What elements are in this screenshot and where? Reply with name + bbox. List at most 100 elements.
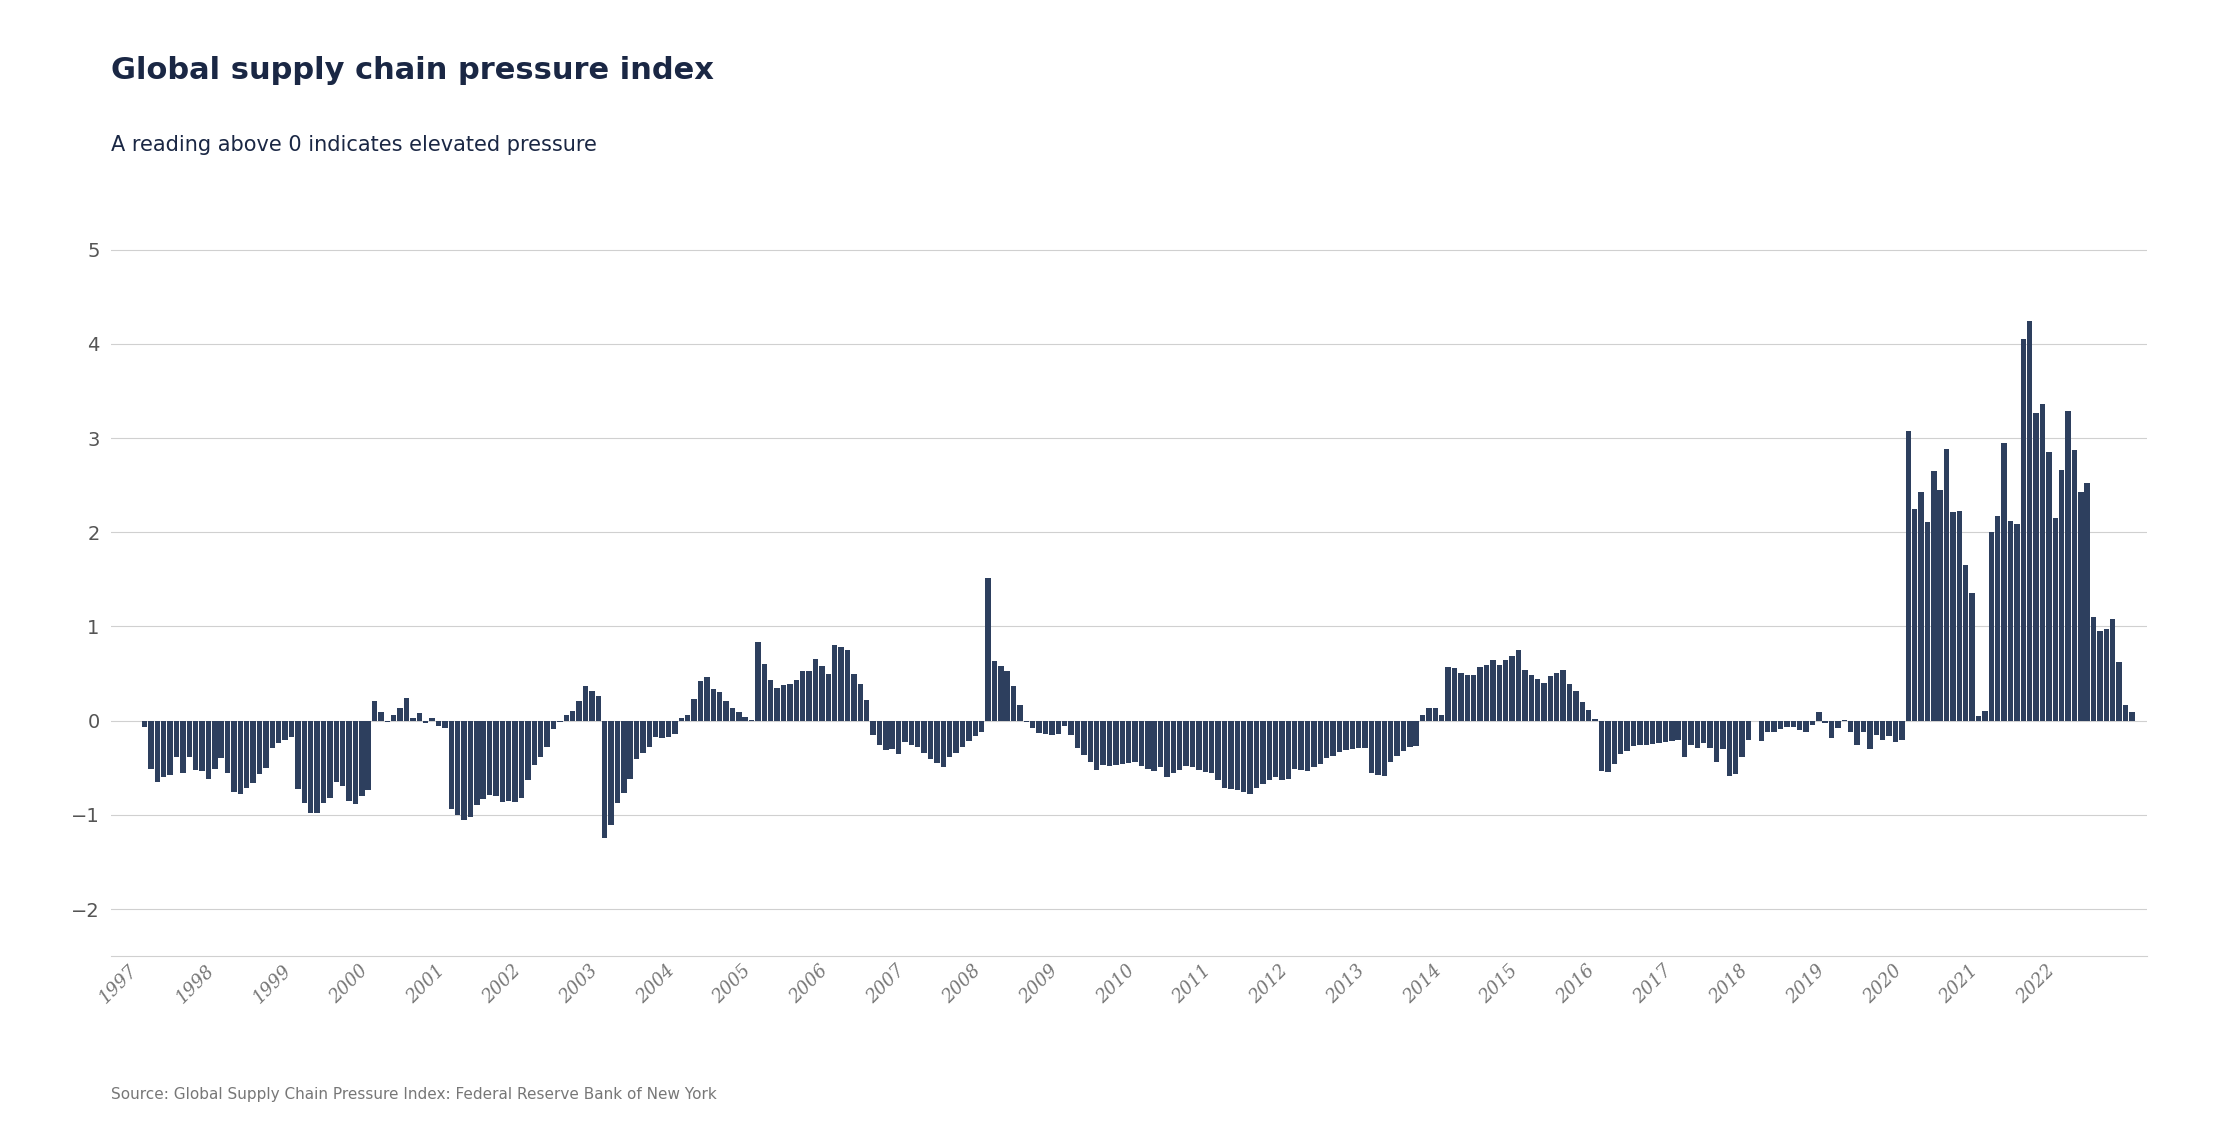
Bar	[2027, 322, 2032, 721]
Bar	[513, 721, 518, 802]
Bar	[595, 696, 602, 721]
Bar	[277, 721, 281, 744]
Bar	[1848, 721, 1854, 732]
Bar	[1069, 721, 1073, 735]
Text: Global supply chain pressure index: Global supply chain pressure index	[111, 56, 713, 86]
Bar	[863, 700, 870, 721]
Bar	[564, 716, 569, 721]
Bar	[2001, 443, 2007, 721]
Bar	[1126, 721, 1131, 763]
Bar	[1702, 721, 1706, 744]
Bar	[409, 718, 416, 721]
Bar	[1350, 721, 1354, 749]
Bar	[781, 685, 786, 721]
Bar	[2098, 631, 2102, 721]
Bar	[1248, 721, 1253, 794]
Bar	[1036, 721, 1042, 734]
Bar	[1560, 669, 1567, 721]
Bar	[1042, 721, 1049, 734]
Bar	[301, 721, 308, 802]
Bar	[1536, 680, 1540, 721]
Bar	[1062, 721, 1067, 727]
Bar	[615, 721, 620, 802]
Bar	[1337, 721, 1343, 752]
Bar	[1370, 721, 1374, 773]
Bar	[646, 721, 653, 747]
Bar	[179, 721, 186, 773]
Bar	[321, 721, 325, 802]
Bar	[474, 721, 480, 804]
Bar	[1208, 721, 1215, 774]
Bar	[1919, 492, 1923, 721]
Bar	[155, 721, 159, 782]
Bar	[1708, 721, 1713, 748]
Bar	[985, 578, 991, 721]
Bar	[449, 721, 454, 809]
Bar	[755, 641, 761, 721]
Bar	[2058, 470, 2065, 721]
Bar	[1357, 721, 1361, 748]
Bar	[1963, 565, 1970, 721]
Bar	[148, 721, 153, 768]
Bar	[1976, 716, 1981, 721]
Bar	[954, 721, 958, 753]
Bar	[697, 681, 704, 721]
Bar	[1739, 721, 1744, 757]
Text: Source: Global Supply Chain Pressure Index: Federal Reserve Bank of New York: Source: Global Supply Chain Pressure Ind…	[111, 1088, 717, 1102]
Bar	[1255, 721, 1259, 787]
Bar	[1106, 721, 1113, 766]
Bar	[622, 721, 626, 793]
Bar	[416, 713, 423, 721]
Bar	[1414, 721, 1419, 746]
Bar	[2007, 521, 2014, 721]
Bar	[1157, 721, 1164, 767]
Bar	[1445, 667, 1452, 721]
Bar	[1994, 516, 2001, 721]
Bar	[1868, 721, 1872, 749]
Bar	[1638, 721, 1642, 745]
Bar	[1675, 721, 1682, 739]
Bar	[602, 721, 606, 838]
Bar	[1323, 721, 1330, 758]
Bar	[921, 721, 927, 753]
Bar	[819, 666, 825, 721]
Bar	[1509, 656, 1514, 721]
Bar	[1235, 721, 1239, 791]
Bar	[456, 721, 460, 814]
Bar	[640, 721, 646, 753]
Bar	[1286, 721, 1290, 780]
Bar	[978, 721, 985, 732]
Bar	[359, 721, 365, 796]
Bar	[2034, 413, 2038, 721]
Bar	[1835, 721, 1841, 728]
Bar	[480, 721, 487, 799]
Bar	[1662, 721, 1669, 742]
Bar	[1177, 721, 1182, 770]
Bar	[1912, 508, 1916, 721]
Bar	[768, 681, 775, 721]
Bar	[365, 721, 372, 791]
Bar	[1611, 721, 1618, 764]
Bar	[142, 721, 148, 727]
Bar	[551, 721, 555, 729]
Bar	[283, 721, 288, 739]
Bar	[679, 718, 684, 721]
Bar	[960, 721, 965, 747]
Bar	[263, 721, 268, 767]
Bar	[1899, 721, 1905, 739]
Bar	[571, 711, 575, 721]
Bar	[398, 709, 403, 721]
Bar	[1554, 673, 1560, 721]
Bar	[1421, 716, 1425, 721]
Bar	[1489, 660, 1496, 721]
Bar	[352, 721, 359, 803]
Bar	[1272, 721, 1279, 777]
Bar	[1407, 721, 1412, 747]
Bar	[1144, 721, 1151, 768]
Bar	[730, 708, 735, 721]
Bar	[1989, 532, 1994, 721]
Bar	[1292, 721, 1297, 768]
Bar	[1483, 665, 1489, 721]
Bar	[1655, 721, 1662, 744]
Bar	[845, 650, 850, 721]
